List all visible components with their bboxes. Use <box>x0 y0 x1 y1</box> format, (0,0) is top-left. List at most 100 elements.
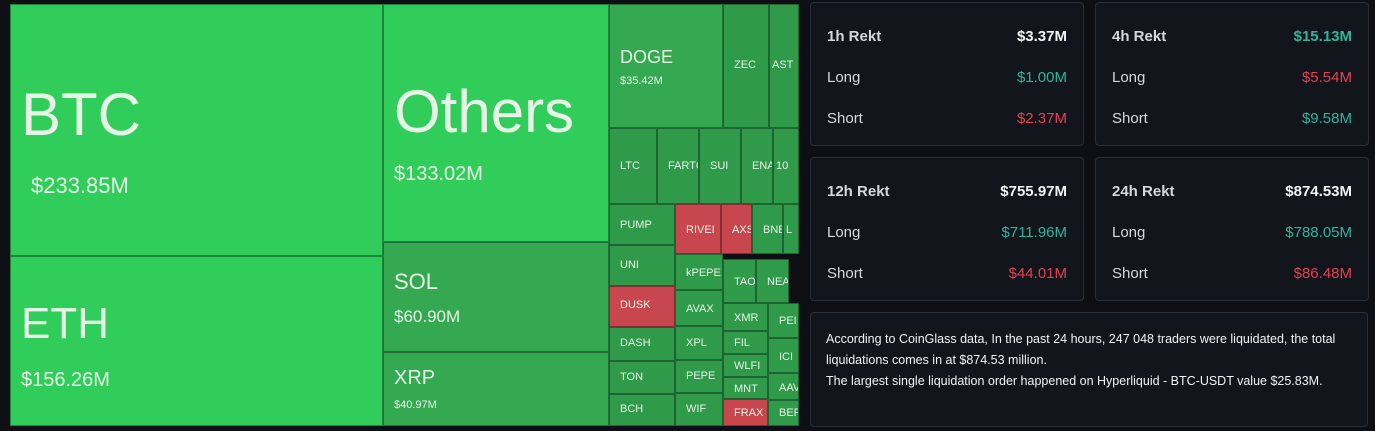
rekt-card: 1h Rekt $3.37M Long $1.00M Short $2.37M <box>810 2 1084 146</box>
summary: According to CoinGlass data, In the past… <box>810 312 1368 427</box>
summary-line: The largest single liquidation order hap… <box>826 374 1323 388</box>
tile-label: PUMP <box>620 219 652 231</box>
card-total: $755.97M <box>1000 183 1067 200</box>
tile-label: XMR <box>734 312 759 324</box>
tile-label: FRAX <box>734 407 764 419</box>
tile-value: $156.26M <box>21 369 110 391</box>
treemap-tile: SUI <box>699 128 741 204</box>
long-label: Long <box>1112 224 1146 241</box>
tile-label: RIVEI <box>686 224 715 236</box>
treemap-tile: L <box>783 204 799 254</box>
treemap-tile: FIL <box>723 331 768 354</box>
card-title: 12h Rekt <box>827 183 890 200</box>
long-label: Long <box>827 69 861 86</box>
tile-value: $233.85M <box>31 173 129 198</box>
tile-label: ICI <box>779 351 794 363</box>
treemap-tile: NEA <box>756 259 789 303</box>
treemap-tile: DOGE $35.42M <box>609 4 723 128</box>
short-label: Short <box>827 110 863 127</box>
tile-label: Others <box>394 78 575 145</box>
tile-label: AVAX <box>686 303 714 315</box>
tile-label: PEPE <box>686 370 716 382</box>
treemap-tile: SOL $60.90M <box>383 242 609 352</box>
tile-label: WLFI <box>734 360 761 372</box>
tile-label: WIF <box>686 403 707 415</box>
treemap-tile: AVAX <box>675 290 723 326</box>
tile-label: AXS <box>732 224 752 236</box>
tile-label: BTC <box>21 81 141 148</box>
tile-label: ZEC <box>734 59 756 71</box>
tile-label: LTC <box>620 160 640 172</box>
long-label: Long <box>827 224 861 241</box>
treemap-tile: TAO <box>723 259 756 303</box>
long-value: $1.00M <box>1016 69 1067 86</box>
card-total: $3.37M <box>1016 28 1067 45</box>
treemap-tile: ICI <box>768 338 799 373</box>
treemap-tile: RIVEI <box>675 204 721 254</box>
tile-label: SOL <box>394 269 439 294</box>
tile-label: NEA <box>767 276 789 288</box>
treemap-tile: kPEPE <box>675 254 723 290</box>
rekt-card: 12h Rekt $755.97M Long $711.96M Short $44.01M <box>810 157 1084 301</box>
long-value: $5.54M <box>1301 69 1352 86</box>
tile-label: UNI <box>620 259 639 271</box>
tile-label: XRP <box>394 367 436 389</box>
tile-value: $35.42M <box>620 75 663 87</box>
treemap-tile: LTC <box>609 128 657 204</box>
tile-label: TAO <box>734 276 756 288</box>
long-value: $711.96M <box>1001 224 1067 241</box>
treemap-tile: PEI <box>768 303 799 338</box>
tile-label: SUI <box>710 160 729 172</box>
treemap-tile: XPL <box>675 326 723 360</box>
treemap-tile: DASH <box>609 327 675 361</box>
treemap-tile: WIF <box>675 393 723 426</box>
treemap-tile: AST <box>769 4 799 128</box>
treemap-tile: BCH <box>609 394 675 426</box>
tile-value: $60.90M <box>394 307 461 326</box>
short-label: Short <box>827 265 863 282</box>
short-value: $86.48M <box>1293 265 1352 282</box>
treemap-tile: BER <box>768 400 799 426</box>
treemap-tile: FARTC <box>657 128 699 204</box>
rekt-card: 24h Rekt $874.53M Long $788.05M Short $86.48M <box>1095 157 1369 301</box>
tile-value: $40.97M <box>394 399 437 411</box>
tile-label: ENA <box>752 160 773 172</box>
treemap-tile: DUSK <box>609 286 675 327</box>
treemap-tile: ENA <box>741 128 773 204</box>
treemap-tile: ZEC <box>723 4 769 128</box>
long-value: $788.05M <box>1285 224 1352 241</box>
treemap-tile: TON <box>609 361 675 394</box>
tile-label: kPEPE <box>686 267 721 279</box>
tile-label: PEI <box>779 315 797 327</box>
card-title: 4h Rekt <box>1112 28 1167 45</box>
card-total: $15.13M <box>1293 28 1352 45</box>
treemap-tile: PUMP <box>609 204 675 245</box>
tile-label: BER <box>779 407 798 419</box>
short-value: $2.37M <box>1016 110 1067 127</box>
treemap-tile: WLFI <box>723 354 768 377</box>
tile-label: DASH <box>620 337 651 349</box>
tile-label: AST <box>772 59 794 71</box>
tile-label: BCH <box>620 403 644 415</box>
tile-label: DUSK <box>620 299 651 311</box>
tile-label: BNE <box>763 224 782 236</box>
treemap-tile: ETH $156.26M <box>10 256 383 426</box>
treemap-tile: Others $133.02M <box>383 4 609 242</box>
tile-label: DOGE <box>620 47 674 67</box>
treemap-tile: XMR <box>723 303 768 331</box>
rekt-card: 4h Rekt $15.13M Long $5.54M Short $9.58M <box>1095 2 1369 146</box>
card-total: $874.53M <box>1285 183 1352 200</box>
tile-label: XPL <box>686 337 707 349</box>
short-label: Short <box>1112 265 1148 282</box>
treemap-tile: MNT <box>723 377 768 399</box>
treemap-tile: PEPE <box>675 360 723 393</box>
treemap-tile: BNE <box>752 204 783 254</box>
treemap-tile: UNI <box>609 245 675 286</box>
short-label: Short <box>1112 110 1148 127</box>
treemap-tile: AXS <box>721 204 752 254</box>
treemap-tile: BTC $233.85M <box>10 4 383 256</box>
card-title: 1h Rekt <box>827 28 882 45</box>
tile-label: ETH <box>21 299 109 348</box>
tile-label: 10 <box>776 160 789 172</box>
